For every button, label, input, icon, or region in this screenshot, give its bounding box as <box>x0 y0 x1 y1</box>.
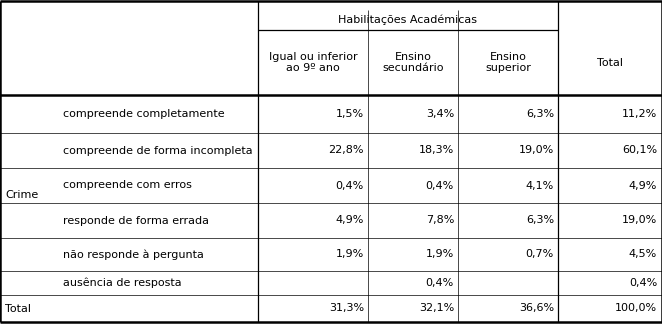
Text: 4,9%: 4,9% <box>629 180 657 190</box>
Text: 31,3%: 31,3% <box>329 304 364 314</box>
Text: 1,9%: 1,9% <box>426 250 454 259</box>
Text: 7,8%: 7,8% <box>426 215 454 226</box>
Text: 4,1%: 4,1% <box>526 180 554 190</box>
Text: 1,5%: 1,5% <box>336 109 364 119</box>
Text: Igual ou inferior
ao 9º ano: Igual ou inferior ao 9º ano <box>269 52 357 73</box>
Text: 11,2%: 11,2% <box>622 109 657 119</box>
Text: responde de forma errada: responde de forma errada <box>63 215 209 226</box>
Text: compreende de forma incompleta: compreende de forma incompleta <box>63 146 253 155</box>
Text: 60,1%: 60,1% <box>622 146 657 155</box>
Text: 0,4%: 0,4% <box>629 278 657 288</box>
Text: 0,7%: 0,7% <box>526 250 554 259</box>
Text: 19,0%: 19,0% <box>622 215 657 226</box>
Text: ausência de resposta: ausência de resposta <box>63 278 181 288</box>
Text: 32,1%: 32,1% <box>419 304 454 314</box>
Text: 22,8%: 22,8% <box>328 146 364 155</box>
Text: 1,9%: 1,9% <box>336 250 364 259</box>
Text: 6,3%: 6,3% <box>526 109 554 119</box>
Text: Total: Total <box>597 58 623 68</box>
Text: compreende com erros: compreende com erros <box>63 180 192 190</box>
Text: 0,4%: 0,4% <box>336 180 364 190</box>
Text: 100,0%: 100,0% <box>615 304 657 314</box>
Text: 18,3%: 18,3% <box>419 146 454 155</box>
Text: Ensino
secundário: Ensino secundário <box>382 52 444 73</box>
Text: 19,0%: 19,0% <box>519 146 554 155</box>
Text: Ensino
superior: Ensino superior <box>485 52 531 73</box>
Text: Habilitações Académicas: Habilitações Académicas <box>338 15 477 25</box>
Text: 4,5%: 4,5% <box>629 250 657 259</box>
Text: Crime: Crime <box>5 190 38 200</box>
Text: 6,3%: 6,3% <box>526 215 554 226</box>
Text: Total: Total <box>5 304 31 314</box>
Text: 36,6%: 36,6% <box>519 304 554 314</box>
Text: 0,4%: 0,4% <box>426 278 454 288</box>
Text: 3,4%: 3,4% <box>426 109 454 119</box>
Text: 4,9%: 4,9% <box>336 215 364 226</box>
Text: não responde à pergunta: não responde à pergunta <box>63 249 204 260</box>
Text: 0,4%: 0,4% <box>426 180 454 190</box>
Text: compreende completamente: compreende completamente <box>63 109 224 119</box>
